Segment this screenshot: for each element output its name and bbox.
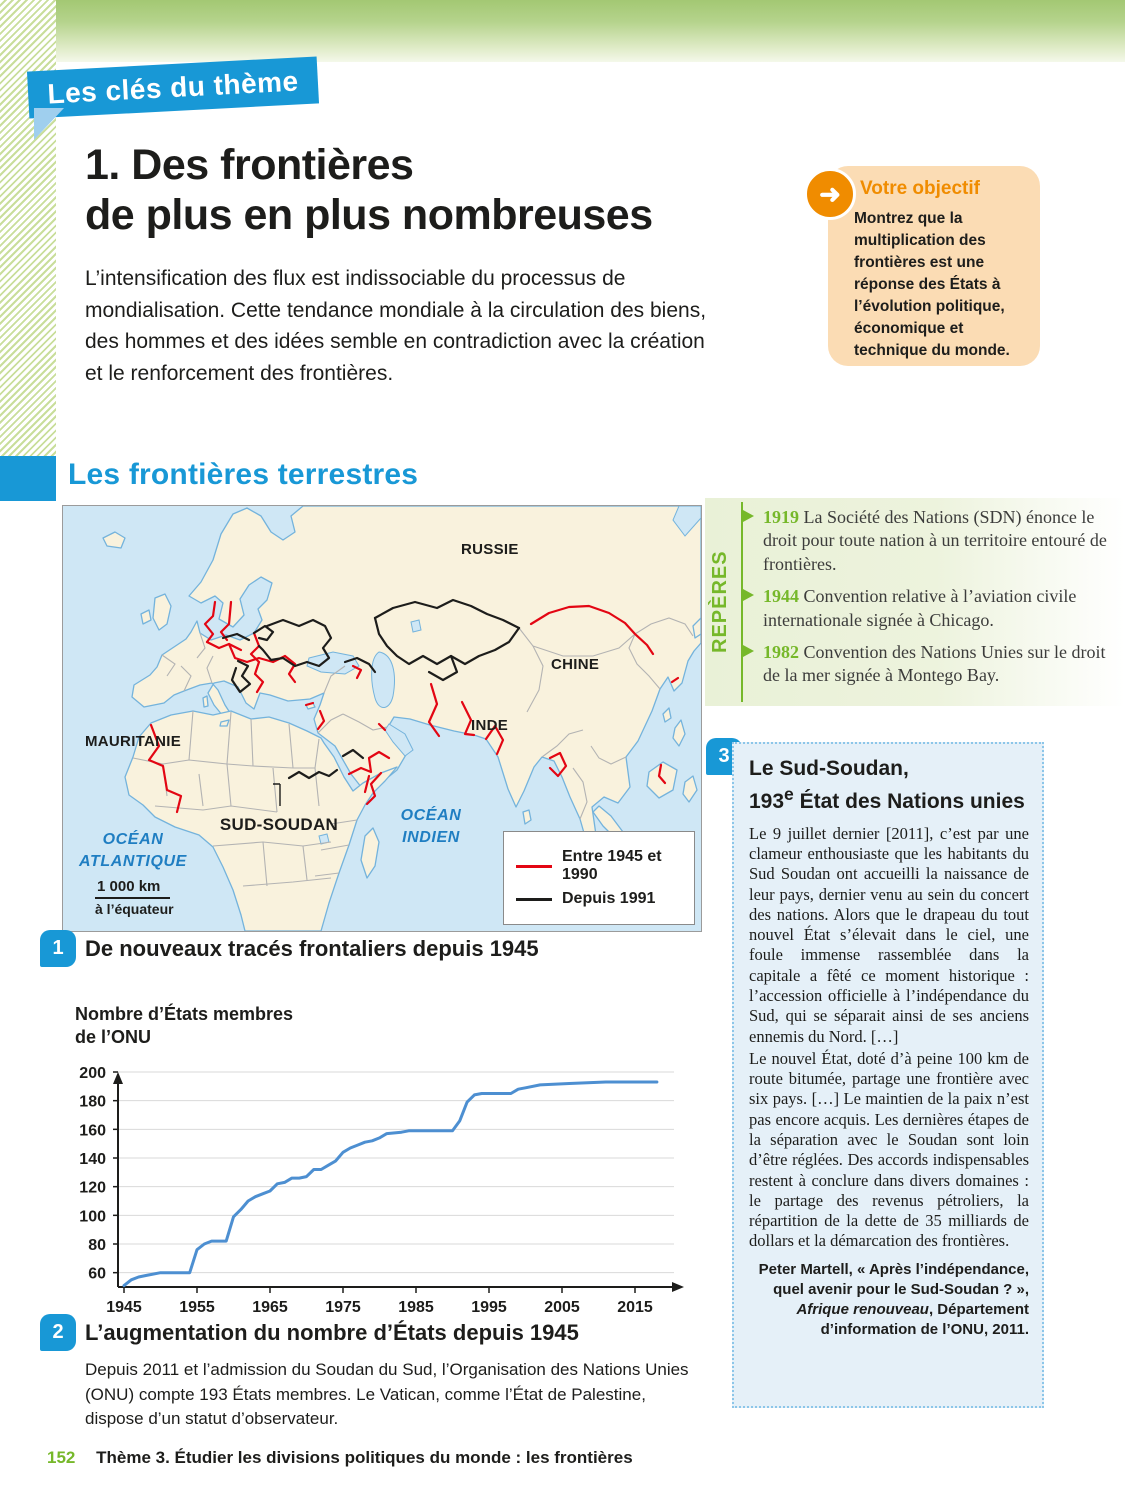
map-label-chine: CHINE — [551, 656, 599, 673]
document-3-box: Le Sud-Soudan, 193e État des Nations uni… — [732, 742, 1044, 1408]
map-borders-1945-1990 — [147, 600, 680, 814]
map-legend: Entre 1945 et 1990 Depuis 1991 — [503, 831, 695, 925]
svg-text:1955: 1955 — [179, 1299, 215, 1316]
reperes-panel: REPÈRES 1919 La Société des Nations (SDN… — [705, 498, 1125, 706]
svg-text:120: 120 — [79, 1180, 106, 1197]
un-members-line-chart: 60 80 100 120 140 160 180 200 1945 1955 1965 1975 19… — [79, 1065, 684, 1316]
page-title: 1. Des frontières de plus en plus nombre… — [85, 140, 785, 241]
map-svg: RUSSIE CHINE INDE MAURITANIE SUD-SOUDAN … — [63, 506, 701, 931]
document-3-paragraph-2: Le nouvel État, doté d’à peine 100 km de… — [749, 1048, 1029, 1251]
svg-text:1975: 1975 — [325, 1299, 361, 1316]
map-scale-note: à l’équateur — [95, 901, 174, 917]
map-borders-since-1991 — [221, 598, 521, 780]
document-3-source: Peter Martell, « Après l’indépendance, q… — [758, 1260, 1029, 1338]
legend-row-depuis-1991: Depuis 1991 — [516, 890, 682, 908]
svg-text:140: 140 — [79, 1151, 106, 1168]
repere-item-1982: 1982 Convention des Nations Unies sur le… — [743, 641, 1111, 688]
legend-swatch-red — [516, 864, 552, 868]
repere-item-1944: 1944 Convention relative à l’aviation ci… — [743, 585, 1111, 632]
svg-text:60: 60 — [88, 1266, 106, 1283]
svg-text:1995: 1995 — [471, 1299, 507, 1316]
section-title: Les frontières terrestres — [68, 458, 419, 491]
document-3-title: Le Sud-Soudan, 193e État des Nations uni… — [749, 757, 1025, 813]
chart-note: Depuis 2011 et l’admission du Soudan du … — [85, 1360, 689, 1429]
map-label-inde: INDE — [471, 717, 508, 734]
map-label-russie: RUSSIE — [461, 541, 519, 558]
map-label-mauritanie: MAURITANIE — [85, 733, 181, 750]
map-label-ocean-atlantique-2: ATLANTIQUE — [78, 853, 188, 870]
document-3-paragraph-1: Le 9 juillet dernier [2011], c’est par u… — [749, 823, 1029, 1046]
section-marker-square — [0, 456, 56, 501]
map-scale-distance: 1 000 km — [95, 878, 171, 899]
theme-banner-label: Les clés du thème — [46, 64, 300, 110]
reperes-label: REPÈRES — [709, 550, 731, 654]
page-number: 152 — [47, 1448, 76, 1467]
svg-text:1985: 1985 — [398, 1299, 434, 1316]
intro-paragraph: L’intensification des flux est indissoci… — [85, 267, 707, 385]
document-1-badge: 1 — [40, 930, 76, 967]
objective-box: ➜ Votre objectif Montrez que la multipli… — [804, 166, 1040, 366]
reperes-timeline — [741, 502, 743, 702]
left-stripe-band — [0, 0, 56, 456]
chart-axis-title: Nombre d’États membres de l’ONU — [75, 1004, 294, 1047]
objective-title: Votre objectif — [860, 178, 980, 199]
svg-text:2015: 2015 — [617, 1299, 653, 1316]
svg-text:1965: 1965 — [252, 1299, 288, 1316]
map-scale: 1 000 km à l’équateur — [95, 878, 174, 917]
footer-text: Thème 3. Étudier les divisions politique… — [96, 1448, 633, 1467]
legend-swatch-black — [516, 897, 552, 901]
map-inland-seas — [306, 506, 701, 845]
map-label-ocean-indien-2: INDIEN — [402, 829, 460, 846]
legend-label-depuis-1991: Depuis 1991 — [562, 890, 656, 907]
map-label-ocean-indien-1: OCÉAN — [401, 805, 462, 824]
document-2-caption: L’augmentation du nombre d’États depuis … — [85, 1320, 579, 1345]
page-title-line2: de plus en plus nombreuses — [85, 191, 653, 240]
map-label-ocean-atlantique-1: OCÉAN — [103, 829, 164, 848]
svg-text:160: 160 — [79, 1122, 106, 1139]
legend-row-1945-1990: Entre 1945 et 1990 — [516, 848, 682, 884]
repere-item-1919: 1919 La Société des Nations (SDN) énonce… — [743, 506, 1111, 576]
map-label-leader — [273, 783, 281, 806]
svg-text:1945: 1945 — [106, 1299, 142, 1316]
page-title-line1: 1. Des frontières — [85, 141, 414, 189]
top-green-band — [0, 0, 1125, 62]
map-landmasses — [102, 506, 701, 931]
document-2-badge: 2 — [40, 1314, 76, 1351]
map-label-sud-soudan: SUD-SOUDAN — [220, 815, 338, 834]
svg-text:80: 80 — [88, 1237, 106, 1254]
legend-label-1945-1990: Entre 1945 et 1990 — [562, 848, 662, 883]
objective-body: Montrez que la multiplication des fronti… — [854, 210, 1010, 359]
world-borders-map: RUSSIE CHINE INDE MAURITANIE SUD-SOUDAN … — [62, 505, 702, 932]
arrow-right-icon: ➜ — [804, 168, 856, 220]
document-1-caption: De nouveaux tracés frontaliers depuis 19… — [85, 936, 539, 961]
svg-text:2005: 2005 — [544, 1299, 580, 1316]
theme-banner: Les clés du thème — [26, 56, 320, 119]
svg-text:180: 180 — [79, 1094, 106, 1111]
banner-fold — [34, 108, 64, 140]
page-footer: 152 Thème 3. Étudier les divisions polit… — [47, 1448, 633, 1468]
svg-text:100: 100 — [79, 1208, 106, 1225]
reperes-items: 1919 La Société des Nations (SDN) énonce… — [743, 506, 1111, 697]
svg-text:200: 200 — [79, 1065, 106, 1082]
